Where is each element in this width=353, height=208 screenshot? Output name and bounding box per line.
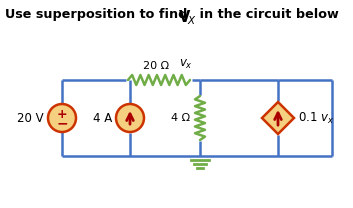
Circle shape	[116, 104, 144, 132]
Text: 4 Ω: 4 Ω	[171, 113, 190, 123]
Text: 20 V: 20 V	[17, 111, 44, 125]
Text: Use superposition to find: Use superposition to find	[5, 8, 192, 21]
Text: $\mathbf{V_{\!\mathit{X}}}$: $\mathbf{V_{\!\mathit{X}}}$	[178, 8, 197, 27]
Text: 20 Ω: 20 Ω	[143, 61, 169, 71]
Text: +: +	[57, 108, 67, 120]
Circle shape	[48, 104, 76, 132]
Text: $v_x$: $v_x$	[179, 58, 193, 71]
Polygon shape	[262, 102, 294, 134]
Text: 4 A: 4 A	[93, 111, 112, 125]
Text: −: −	[56, 116, 68, 130]
Text: in the circuit below: in the circuit below	[195, 8, 339, 21]
Text: 0.1 $v_x$: 0.1 $v_x$	[298, 110, 334, 126]
